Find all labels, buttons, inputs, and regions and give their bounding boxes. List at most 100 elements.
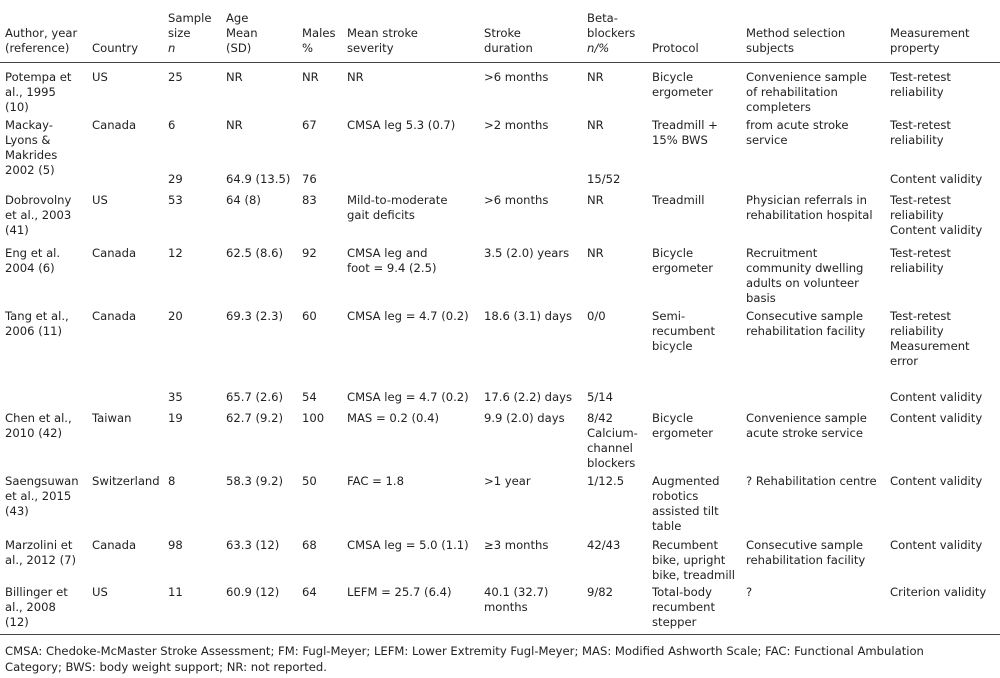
table-cell: (41)	[5, 223, 29, 237]
header-cell: Mean	[226, 26, 258, 40]
table-cell: NR	[587, 118, 604, 132]
table-cell: NR	[226, 118, 243, 132]
header-cell: Protocol	[652, 41, 699, 55]
table-cell: foot = 9.4 (2.5)	[347, 261, 437, 275]
table-cell: 8/42	[587, 411, 614, 425]
table-cell: Test-retest	[890, 118, 951, 132]
table-cell: Test-retest	[890, 309, 951, 323]
table-cell: assisted tilt	[652, 504, 719, 518]
table-cell: Mackay-	[5, 118, 53, 132]
table-cell: 64.9 (13.5)	[226, 172, 291, 186]
table-cell: Billinger et	[5, 585, 68, 599]
bottom-rule	[0, 634, 1000, 635]
table-cell: Physician referrals in	[746, 193, 868, 207]
header-cell: subjects	[746, 41, 795, 55]
table-cell: ergometer	[652, 426, 714, 440]
header-cell: severity	[347, 41, 394, 55]
table-cell: rehabilitation facility	[746, 324, 866, 338]
table-cell: >2 months	[484, 118, 549, 132]
table-cell: 17.6 (2.2) days	[484, 390, 573, 404]
table-cell: 15/52	[587, 172, 621, 186]
table-cell: al., 2012 (7)	[5, 553, 76, 567]
table-cell: ? Rehabilitation centre	[746, 474, 877, 488]
table-cell: 67	[302, 118, 317, 132]
table-cell: US	[92, 193, 108, 207]
table-cell: 29	[168, 172, 183, 186]
header-cell: property	[890, 41, 940, 55]
table-cell: Canada	[92, 118, 137, 132]
table-cell: CMSA leg = 4.7 (0.2)	[347, 309, 469, 323]
table-cell: ≥3 months	[484, 538, 549, 552]
table-cell: 50	[302, 474, 317, 488]
table-cell: 11	[168, 585, 183, 599]
table-cell: 83	[302, 193, 317, 207]
header-cell: n/%	[587, 41, 610, 55]
table-cell: 53	[168, 193, 183, 207]
table-cell: 0/0	[587, 309, 606, 323]
table-cell: NR	[226, 70, 243, 84]
table-cell: Total-body	[652, 585, 712, 599]
table-cell: Switzerland	[92, 474, 160, 488]
table-cell: Convenience sample	[746, 411, 867, 425]
table-cell: ?	[746, 585, 753, 599]
header-cell: Author, year	[5, 26, 78, 40]
header-cell: blockers	[587, 26, 636, 40]
header-cell: Age	[226, 11, 249, 25]
table-cell: 100	[302, 411, 325, 425]
table-cell: rehabilitation facility	[746, 553, 866, 567]
table-cell: 62.7 (9.2)	[226, 411, 283, 425]
table-cell: adults on volunteer	[746, 276, 859, 290]
table-cell: 15% BWS	[652, 133, 708, 147]
header-cell: (SD)	[226, 41, 252, 55]
table-cell: NR	[347, 70, 364, 84]
table-cell: Makrides	[5, 148, 58, 162]
table-cell: ergometer	[652, 261, 714, 275]
table-cell: error	[890, 354, 919, 368]
table-cell: Content validity	[890, 172, 983, 186]
table-cell: reliability	[890, 261, 944, 275]
footnote: CMSA: Chedoke-McMaster Stroke Assessment…	[5, 644, 924, 658]
table-cell: CMSA leg 5.3 (0.7)	[347, 118, 456, 132]
table-cell: Recumbent	[652, 538, 719, 552]
header-cell: Country	[92, 41, 139, 55]
table-cell: Canada	[92, 246, 137, 260]
table-cell: 40.1 (32.7)	[484, 585, 549, 599]
table-cell: CMSA leg and	[347, 246, 428, 260]
table-cell: Criterion validity	[890, 585, 987, 599]
table-cell: channel	[587, 441, 633, 455]
table-cell: Recruitment	[746, 246, 818, 260]
table-cell: completers	[746, 100, 811, 114]
header-cell: (reference)	[5, 41, 70, 55]
table-cell: et al., 2003	[5, 208, 72, 222]
table-cell: CMSA leg = 5.0 (1.1)	[347, 538, 469, 552]
table-cell: from acute stroke	[746, 118, 849, 132]
table-cell: 1/12.5	[587, 474, 625, 488]
table-cell: al., 2008	[5, 600, 56, 614]
table-cell: 35	[168, 390, 183, 404]
table-cell: 2006 (11)	[5, 324, 62, 338]
table-cell: 20	[168, 309, 183, 323]
table-cell: bicycle	[652, 339, 693, 353]
table-cell: Canada	[92, 538, 137, 552]
table-cell: >1 year	[484, 474, 531, 488]
table-cell: 19	[168, 411, 183, 425]
table-cell: reliability	[890, 85, 944, 99]
table-cell: >6 months	[484, 193, 549, 207]
table-cell: Convenience sample	[746, 70, 867, 84]
table-cell: Test-retest	[890, 70, 951, 84]
table-cell: 64 (8)	[226, 193, 261, 207]
header-cell: Males	[302, 26, 336, 40]
table-cell: Chen et al.,	[5, 411, 72, 425]
table-cell: Saengsuwan	[5, 474, 79, 488]
table-cell: Canada	[92, 309, 137, 323]
table-cell: Content validity	[890, 474, 983, 488]
table-cell: 2004 (6)	[5, 261, 55, 275]
table-cell: Content validity	[890, 223, 983, 237]
table-cell: ergometer	[652, 85, 714, 99]
table-cell: robotics	[652, 489, 699, 503]
table-cell: Eng et al.	[5, 246, 61, 260]
table-cell: Consecutive sample	[746, 538, 864, 552]
table-cell: Measurement	[890, 339, 970, 353]
table-cell: (43)	[5, 504, 29, 518]
table-cell: 64	[302, 585, 317, 599]
